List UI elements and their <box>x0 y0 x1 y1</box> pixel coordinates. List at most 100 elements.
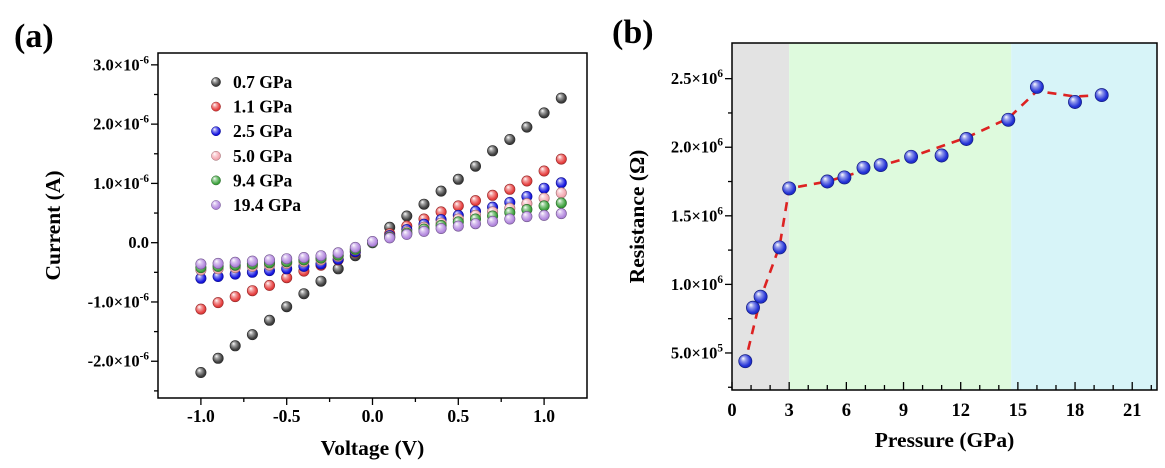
data-point-resistance <box>1029 79 1044 94</box>
data-point-1.1-GPa <box>195 303 207 315</box>
legend-marker-9.4-GPa <box>211 175 221 186</box>
y-tick-label: 0.0 <box>128 233 149 252</box>
data-point-0.7-GPa <box>401 210 413 222</box>
data-point-19.4-GPa <box>538 209 550 221</box>
data-point-19.4-GPa <box>349 241 361 253</box>
data-point-19.4-GPa <box>229 256 241 268</box>
x-tick-label: 1.0 <box>533 406 555 426</box>
legend-marker-1.1-GPa <box>211 101 221 112</box>
y-tick-label: -2.0×10-6 <box>88 351 150 371</box>
data-point-resistance <box>837 170 852 185</box>
x-tick-label: 18 <box>1066 401 1085 421</box>
data-point-0.7-GPa <box>452 173 464 185</box>
data-point-resistance <box>1094 88 1109 103</box>
data-point-0.7-GPa <box>298 288 310 300</box>
phase-region-high-pressure-phase <box>1011 43 1157 390</box>
data-point-resistance <box>959 132 974 146</box>
y-tick-label: 1.5×106 <box>671 205 724 225</box>
data-point-0.7-GPa <box>418 198 430 210</box>
x-tick-label: 3 <box>785 401 794 421</box>
panel-b-label: (b) <box>612 14 654 51</box>
data-point-19.4-GPa <box>212 257 224 269</box>
x-tick-label: 9 <box>899 401 908 421</box>
data-point-resistance <box>1068 95 1082 109</box>
plot-frame <box>731 42 1158 391</box>
legend-marker-0.7-GPa <box>211 77 221 87</box>
data-point-0.7-GPa <box>263 314 275 326</box>
data-point-19.4-GPa <box>487 215 499 227</box>
panel-a-chart: -1.0 -0.5 0.0 0.5 1.0 3.0×10-6 2.0×10-6 1.0×10-… <box>41 52 588 460</box>
x-tick-label: 0 <box>727 401 736 421</box>
y-tick-label: 3.0×10-6 <box>93 54 149 74</box>
data-point-0.7-GPa <box>229 340 241 352</box>
data-point-0.7-GPa <box>212 352 224 364</box>
data-point-1.1-GPa <box>246 285 258 297</box>
phase-region-mid-pressure-phase <box>789 43 1012 390</box>
legend-label: 1.1 GPa <box>233 97 293 117</box>
data-point-resistance <box>1001 112 1016 127</box>
data-point-1.1-GPa <box>555 153 567 165</box>
y-tick-label: 5.0×105 <box>671 342 724 362</box>
x-tick-label: -1.0 <box>187 406 215 426</box>
data-point-19.4-GPa <box>555 208 567 220</box>
data-point-0.7-GPa <box>504 134 516 146</box>
data-point-19.4-GPa <box>332 247 344 259</box>
y-tick-label: 1.0×10-6 <box>93 173 149 193</box>
data-point-19.4-GPa <box>384 232 396 244</box>
data-point-19.4-GPa <box>246 255 258 267</box>
x-axis-title: Voltage (V) <box>321 436 425 460</box>
legend-label: 9.4 GPa <box>233 170 293 190</box>
y-tick-label: -1.0×10-6 <box>88 291 150 311</box>
y-axis-title: Resistance (Ω) <box>625 150 649 284</box>
y-tick-label: 1.0×106 <box>671 274 724 294</box>
data-point-9.4-GPa <box>538 200 550 212</box>
legend-marker-19.4-GPa <box>211 200 221 210</box>
phase-region-low-pressure-phase <box>732 43 790 390</box>
data-point-1.1-GPa <box>229 291 241 303</box>
data-point-1.1-GPa <box>212 297 224 309</box>
data-point-0.7-GPa <box>555 92 567 104</box>
x-axis-title: Pressure (GPa) <box>875 428 1015 452</box>
data-point-1.1-GPa <box>452 200 464 212</box>
data-point-resistance <box>904 149 919 164</box>
data-point-resistance <box>746 300 760 315</box>
y-tick-label: 2.5×106 <box>671 68 724 88</box>
data-point-resistance <box>772 240 787 255</box>
data-point-0.7-GPa <box>315 275 327 287</box>
data-point-19.4-GPa <box>281 253 293 265</box>
data-point-9.4-GPa <box>555 197 567 209</box>
data-point-19.4-GPa <box>418 225 430 237</box>
data-point-resistance <box>856 160 871 175</box>
data-point-resistance <box>873 158 888 173</box>
data-point-1.1-GPa <box>538 165 550 177</box>
plot-frame <box>157 52 588 399</box>
data-point-resistance <box>782 181 797 196</box>
x-tick-label: 15 <box>1009 401 1028 421</box>
data-point-resistance <box>753 289 768 304</box>
data-point-19.4-GPa <box>401 228 413 240</box>
data-point-1.1-GPa <box>469 195 481 207</box>
data-point-0.7-GPa <box>487 145 499 157</box>
x-tick-label: 12 <box>951 401 970 421</box>
x-tick-label: 21 <box>1123 401 1142 421</box>
data-point-0.7-GPa <box>435 185 447 197</box>
panel-b-chart: 0 3 6 9 12 15 18 21 2.5×106 2.0×106 1.5×106 1.0×106… <box>625 42 1158 452</box>
data-point-0.7-GPa <box>469 160 481 172</box>
data-point-2.5-GPa <box>538 182 550 194</box>
data-point-19.4-GPa <box>195 258 207 270</box>
data-point-1.1-GPa <box>504 183 516 195</box>
y-axis-title: Current (A) <box>41 170 65 280</box>
data-point-0.7-GPa <box>538 107 550 119</box>
data-point-0.7-GPa <box>195 366 207 378</box>
legend-label: 0.7 GPa <box>233 72 293 92</box>
legend-label: 2.5 GPa <box>233 121 293 141</box>
data-point-19.4-GPa <box>521 211 533 223</box>
data-point-19.4-GPa <box>435 223 447 235</box>
data-point-resistance <box>820 174 835 189</box>
data-point-19.4-GPa <box>504 213 516 225</box>
data-point-0.7-GPa <box>246 329 258 341</box>
data-point-2.5-GPa <box>555 177 567 189</box>
legend-marker-2.5-GPa <box>211 126 221 137</box>
